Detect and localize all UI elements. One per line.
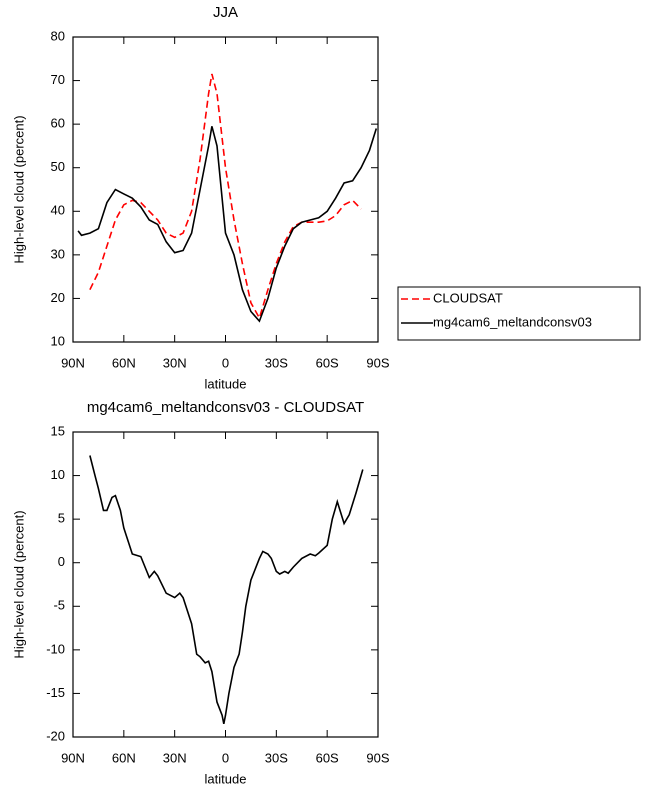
x-tick-label: 30S	[265, 750, 288, 765]
chart-title: JJA	[213, 4, 238, 21]
y-tick-label: 5	[58, 511, 65, 526]
chart-title: mg4cam6_meltandconsv03 - CLOUDSAT	[87, 399, 364, 416]
x-tick-label: 60N	[112, 750, 136, 765]
plot-frame	[72, 431, 379, 738]
x-tick-label: 30N	[163, 355, 187, 370]
y-tick-label: 80	[51, 28, 65, 43]
x-tick-label: 30N	[163, 750, 187, 765]
series-line	[77, 126, 378, 323]
x-tick-label: 0	[222, 750, 229, 765]
y-tick-label: 15	[51, 423, 65, 438]
x-tick-label: 60S	[316, 750, 339, 765]
x-tick-label: 60N	[112, 355, 136, 370]
legend-label: mg4cam6_meltandconsv03	[433, 314, 592, 329]
y-tick-label: 30	[51, 246, 65, 261]
plot-frame	[72, 36, 379, 343]
y-tick-label: 0	[58, 554, 65, 569]
y-tick-label: -20	[46, 728, 65, 743]
x-tick-label: 90S	[366, 355, 389, 370]
y-tick-label: 20	[51, 290, 65, 305]
x-tick-label: 60S	[316, 355, 339, 370]
y-tick-label: 70	[51, 72, 65, 87]
x-tick-label: 30S	[265, 355, 288, 370]
series-line	[89, 455, 364, 725]
y-tick-label: -5	[53, 598, 65, 613]
y-axis-label: High-level cloud (percent)	[11, 510, 26, 658]
x-axis-label: latitude	[205, 771, 247, 786]
y-tick-label: 40	[51, 203, 65, 218]
x-tick-label: 90N	[61, 750, 85, 765]
y-tick-label: -10	[46, 641, 65, 656]
x-tick-label: 90S	[366, 750, 389, 765]
series-line	[89, 73, 362, 321]
legend-label: CLOUDSAT	[433, 290, 503, 305]
y-tick-label: -15	[46, 685, 65, 700]
legend-box	[397, 286, 641, 341]
y-tick-label: 10	[51, 467, 65, 482]
y-tick-label: 10	[51, 333, 65, 348]
x-axis-label: latitude	[205, 376, 247, 391]
y-tick-label: 60	[51, 116, 65, 131]
x-tick-label: 90N	[61, 355, 85, 370]
y-axis-label: High-level cloud (percent)	[11, 115, 26, 263]
y-tick-label: 50	[51, 159, 65, 174]
x-tick-label: 0	[222, 355, 229, 370]
